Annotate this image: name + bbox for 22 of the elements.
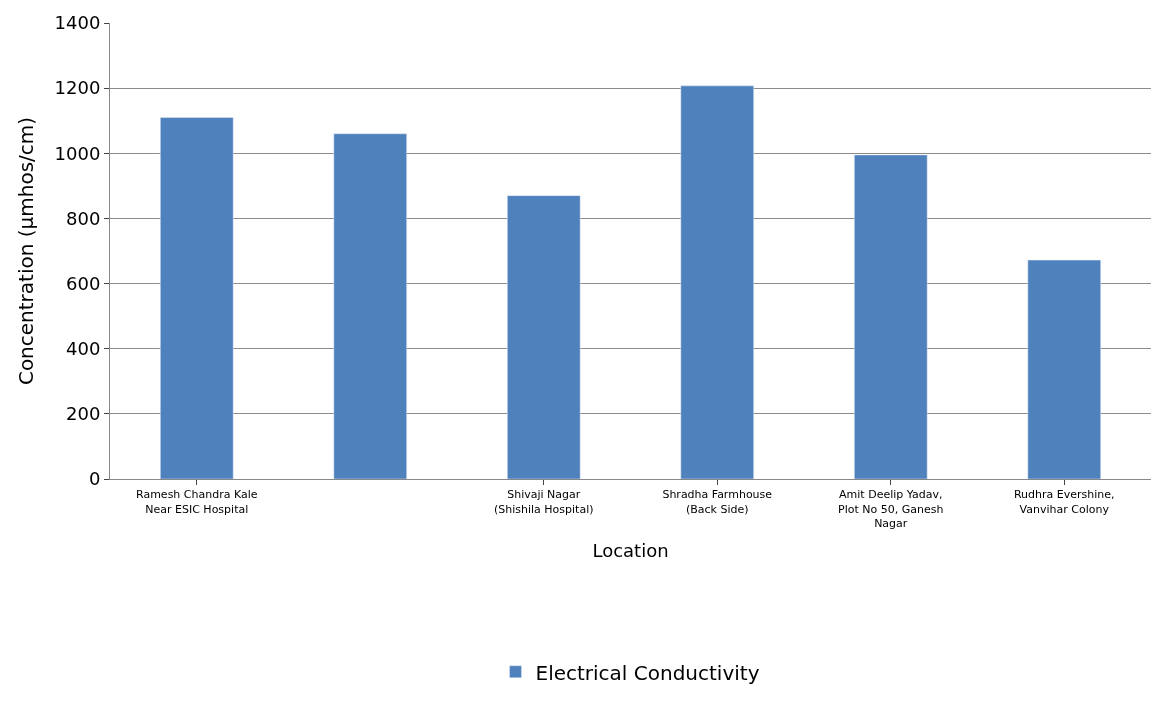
- legend-label: Electrical Conductivity: [535, 660, 760, 685]
- x-tick-label: Shradha Farmhouse (Back Side): [662, 488, 773, 516]
- y-tick-label: 600: [66, 272, 101, 294]
- y-axis-title: Concentration (µmhos/cm): [14, 116, 39, 386]
- bar: [507, 195, 581, 479]
- y-tick-label: 400: [66, 338, 101, 360]
- x-tick-label: Shivaji Nagar (Shishila Hospital): [493, 488, 594, 516]
- y-tick-label: 1400: [54, 12, 101, 34]
- bar: [854, 154, 928, 479]
- x-axis-title: Location: [592, 539, 669, 561]
- x-tick-label: Rudhra Evershine, Vanvihar Colony: [1013, 488, 1115, 516]
- bar: [1027, 259, 1101, 479]
- x-tick-label: Ramesh Chandra Kale Near ESIC Hospital: [135, 488, 258, 516]
- y-tick-label: 800: [66, 207, 101, 229]
- x-tick-label: Amit Deelip Yadav, Plot No 50, Ganesh Nagar: [838, 488, 944, 530]
- bar: [680, 85, 754, 479]
- bar: [160, 117, 234, 479]
- y-tick-label: 200: [66, 403, 101, 425]
- y-tick-label: 0: [88, 468, 101, 490]
- bar: [333, 133, 407, 479]
- y-tick-label: 1000: [54, 142, 101, 164]
- y-tick-label: 1200: [54, 77, 101, 99]
